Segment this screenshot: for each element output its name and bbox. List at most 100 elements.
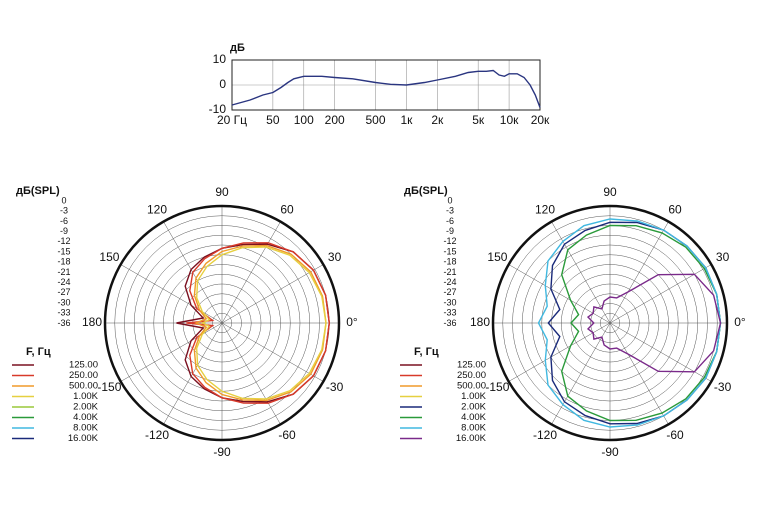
angle-label: -150: [97, 380, 121, 394]
angle-label: -120: [145, 428, 169, 442]
polar-curve: [176, 243, 331, 403]
angle-label: -90: [601, 445, 619, 459]
angle-label: 180: [82, 315, 102, 329]
legend-label: 1.00K: [461, 391, 486, 402]
r-tick-label: -9: [446, 226, 454, 236]
legend-label: 1.00K: [73, 391, 98, 402]
outer-ring: [103, 204, 341, 442]
legend-label: 2.00K: [73, 402, 98, 413]
spoke: [221, 322, 281, 425]
outer-ring: [491, 204, 729, 442]
x-tick-label: 2к: [431, 113, 444, 127]
polar-curve: [560, 224, 722, 422]
spoke: [609, 221, 669, 324]
angle-label: 30: [716, 250, 730, 264]
y-axis-label: дБ: [230, 42, 245, 54]
legend-label: 8.00K: [461, 423, 486, 434]
angle-label: 180: [470, 315, 490, 329]
r-tick-label: 0: [61, 195, 66, 205]
angle-label: 150: [487, 250, 507, 264]
angle-label: 90: [215, 185, 229, 199]
r-tick-label: -15: [443, 246, 456, 256]
x-tick-label: 20 Гц: [217, 113, 247, 127]
r-tick-label: -6: [60, 216, 68, 226]
spoke: [120, 322, 223, 382]
legend-label: 2.00K: [461, 402, 486, 413]
angle-label: 30: [328, 250, 342, 264]
r-tick-label: -27: [443, 287, 456, 297]
r-tick-label: -6: [446, 216, 454, 226]
r-tick-label: -3: [60, 206, 68, 216]
r-tick-label: -9: [60, 226, 68, 236]
response-line: [231, 69, 541, 108]
y-tick-label: -10: [209, 102, 227, 116]
legend-label: 500.00: [69, 381, 98, 392]
angle-label: 60: [280, 203, 294, 217]
x-tick-label: 50: [266, 113, 280, 127]
x-tick-label: 100: [294, 113, 314, 127]
legend-label: 4.00K: [73, 412, 98, 423]
angle-label: 0°: [346, 315, 358, 329]
r-axis-label: дБ(SPL): [16, 185, 60, 197]
x-tick-label: 1к: [400, 113, 413, 127]
angle-label: -90: [213, 445, 231, 459]
r-tick-label: -21: [443, 267, 456, 277]
r-tick-label: -3: [446, 206, 454, 216]
legend-label: 16.00K: [68, 433, 99, 444]
angle-label: -60: [666, 428, 684, 442]
angle-label: -150: [485, 380, 509, 394]
angle-label: 150: [99, 250, 119, 264]
y-tick-label: 10: [213, 52, 227, 66]
x-tick-label: 200: [325, 113, 345, 127]
legend-title: F, Гц: [26, 346, 51, 358]
polar-curve: [586, 273, 722, 373]
r-tick-label: -18: [57, 257, 70, 267]
legend-label: 4.00K: [461, 412, 486, 423]
spoke: [609, 322, 669, 425]
r-tick-label: -27: [57, 287, 70, 297]
r-tick-label: -36: [443, 318, 456, 328]
r-tick-label: -21: [57, 267, 70, 277]
legend-title: F, Гц: [414, 346, 439, 358]
angle-label: 0°: [734, 315, 746, 329]
legend-label: 125.00: [69, 360, 98, 371]
spoke: [221, 221, 281, 324]
r-tick-label: -33: [443, 308, 456, 318]
polar-curve: [195, 246, 327, 400]
r-tick-label: -33: [57, 308, 70, 318]
angle-label: -120: [533, 428, 557, 442]
x-tick-label: 500: [366, 113, 386, 127]
r-tick-label: 0: [447, 195, 452, 205]
legend-label: 250.00: [69, 370, 98, 381]
r-tick-label: -36: [57, 318, 70, 328]
angle-label: -30: [714, 380, 732, 394]
spoke: [551, 322, 611, 425]
x-tick-label: 20к: [531, 113, 550, 127]
legend-label: 500.00: [457, 381, 486, 392]
legend-label: 250.00: [457, 370, 486, 381]
r-tick-label: -18: [443, 257, 456, 267]
r-tick-label: -30: [57, 297, 70, 307]
polar-curve: [193, 244, 327, 402]
legend-label: 125.00: [457, 360, 486, 371]
y-tick-label: 0: [219, 77, 226, 91]
polar-curve: [186, 242, 331, 404]
spoke: [120, 264, 223, 324]
spoke: [221, 322, 324, 382]
angle-label: -30: [326, 380, 344, 394]
polar-curve: [537, 218, 722, 428]
angle-label: 120: [535, 203, 555, 217]
r-axis-label: дБ(SPL): [404, 185, 448, 197]
r-tick-label: -15: [57, 246, 70, 256]
legend-label: 8.00K: [73, 423, 98, 434]
angle-label: 90: [603, 185, 617, 199]
spoke: [221, 264, 324, 324]
x-tick-label: 5к: [472, 113, 485, 127]
r-tick-label: -12: [443, 236, 456, 246]
plot-frame: [231, 59, 541, 111]
r-tick-label: -30: [443, 297, 456, 307]
x-tick-label: 10к: [500, 113, 519, 127]
r-tick-label: -24: [443, 277, 456, 287]
